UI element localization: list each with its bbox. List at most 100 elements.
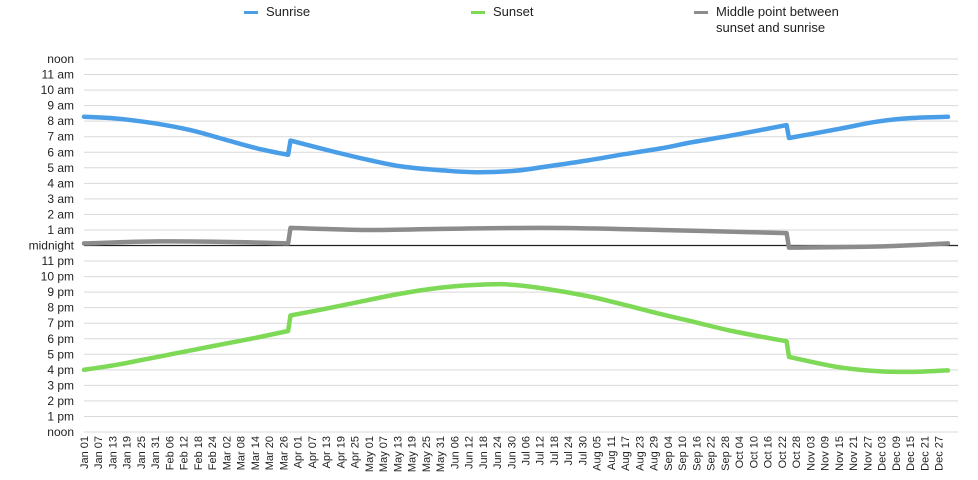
x-tick-label: Apr 13 (321, 436, 333, 468)
sunset-line (81, 281, 951, 375)
series-lines (81, 114, 951, 375)
middle-point-line (81, 225, 951, 250)
grid (84, 58, 958, 433)
y-tick-label: 6 am (47, 145, 74, 159)
y-tick-label: 9 pm (47, 285, 74, 299)
x-tick-label: May 31 (435, 436, 447, 472)
x-tick-label: Nov 21 (848, 436, 860, 471)
x-tick-label: Aug 29 (649, 436, 661, 471)
x-tick-label: Nov 15 (834, 436, 846, 471)
y-tick-label: 5 am (47, 161, 74, 175)
x-tick-label: Oct 16 (763, 436, 775, 468)
x-tick-label: Oct 28 (791, 436, 803, 468)
x-tick-label: May 01 (364, 436, 376, 472)
x-tick-label: Dec 27 (934, 436, 946, 471)
x-tick-label: Dec 15 (905, 436, 917, 471)
x-tick-label: Jun 18 (478, 436, 490, 469)
x-tick-label: Feb 12 (179, 436, 191, 470)
y-tick-label: 8 am (47, 114, 74, 128)
x-axis-ticks: Jan 01 Jan 07 Jan 13 Jan 19 Jan 25 Jan 31 Feb … (79, 436, 946, 472)
x-tick-label: Jul 06 (520, 436, 532, 465)
x-tick-label: Aug 11 (606, 436, 618, 470)
y-tick-label: 11 pm (42, 254, 74, 268)
x-tick-label: Jun 06 (449, 436, 461, 469)
x-tick-label: Nov 27 (862, 436, 874, 471)
legend: Sunrise Sunset Middle point between suns… (0, 0, 978, 44)
x-tick-label: Apr 01 (293, 436, 305, 468)
y-tick-label: 2 pm (47, 394, 74, 408)
y-tick-label: 5 pm (47, 347, 74, 361)
y-tick-label: 7 am (47, 130, 74, 144)
x-tick-label: Jul 18 (549, 436, 561, 465)
x-tick-label: Dec 21 (919, 436, 931, 471)
y-tick-label: 8 pm (47, 301, 74, 315)
legend-label-middle: Middle point between sunset and sunrise (716, 4, 839, 35)
x-tick-label: Sep 10 (677, 436, 689, 471)
y-tick-label: 1 pm (47, 409, 74, 423)
y-tick-label: 4 am (47, 176, 74, 190)
y-tick-label: 6 pm (47, 332, 74, 346)
x-tick-label: May 19 (407, 436, 419, 472)
x-tick-label: Dec 03 (877, 436, 889, 471)
y-tick-label: 9 am (47, 99, 74, 113)
x-tick-label: Jan 13 (107, 436, 119, 469)
x-tick-label: Jul 24 (563, 436, 575, 465)
x-tick-label: Oct 10 (748, 436, 760, 468)
x-tick-label: Aug 05 (592, 436, 604, 471)
x-tick-label: Jan 01 (79, 436, 91, 469)
x-tick-label: Dec 09 (891, 436, 903, 471)
x-tick-label: Jan 31 (150, 436, 162, 469)
y-tick-label: 3 am (47, 192, 74, 206)
x-tick-label: Feb 06 (164, 436, 176, 470)
x-tick-label: Feb 18 (193, 436, 205, 470)
x-tick-label: Jan 25 (136, 436, 148, 469)
x-tick-label: Jun 24 (492, 436, 504, 469)
x-tick-label: Aug 23 (634, 436, 646, 471)
x-tick-label: Apr 07 (307, 436, 319, 468)
legend-swatch-sunset (471, 11, 485, 14)
x-tick-label: Apr 25 (350, 436, 362, 468)
legend-swatch-sunrise (244, 11, 258, 14)
x-tick-label: Feb 24 (207, 436, 219, 470)
y-tick-label: 4 pm (47, 363, 74, 377)
x-tick-label: Mar 26 (278, 436, 290, 470)
legend-swatch-middle (694, 11, 708, 14)
x-tick-label: Oct 22 (777, 436, 789, 468)
x-tick-label: Mar 08 (236, 436, 248, 470)
x-tick-label: May 25 (421, 436, 433, 472)
x-tick-label: Mar 02 (221, 436, 233, 470)
y-tick-label: 3 pm (47, 378, 74, 392)
legend-label-sunset: Sunset (493, 4, 534, 19)
y-tick-label: 10 am (41, 83, 74, 97)
x-tick-label: Nov 09 (820, 436, 832, 471)
y-tick-label: 2 am (47, 207, 74, 221)
x-tick-label: Apr 19 (335, 436, 347, 468)
x-tick-label: Jul 30 (577, 436, 589, 465)
x-tick-label: Oct 04 (734, 436, 746, 468)
x-tick-label: Nov 03 (805, 436, 817, 471)
x-tick-label: May 07 (378, 436, 390, 472)
x-tick-label: Jan 19 (122, 436, 134, 469)
y-tick-label: 1 am (47, 223, 74, 237)
y-tick-label: 10 pm (41, 270, 74, 284)
x-tick-label: Sep 04 (663, 436, 675, 471)
y-tick-label: noon (47, 425, 74, 439)
sunrise-line (81, 114, 951, 175)
x-tick-label: Jan 07 (93, 436, 105, 469)
y-tick-label: 7 pm (47, 316, 74, 330)
x-tick-label: May 13 (392, 436, 404, 472)
y-tick-label: noon (47, 52, 74, 66)
x-tick-label: Jul 12 (535, 436, 547, 465)
x-tick-label: Sep 22 (706, 436, 718, 471)
x-tick-label: Sep 28 (720, 436, 732, 471)
y-tick-label: 11 am (42, 68, 74, 82)
legend-label-sunrise: Sunrise (266, 4, 311, 19)
x-tick-label: Jun 12 (464, 436, 476, 469)
y-tick-label: midnight (29, 239, 75, 253)
x-tick-label: Jun 30 (506, 436, 518, 469)
x-tick-label: Mar 14 (250, 436, 262, 470)
x-tick-label: Sep 16 (691, 436, 703, 471)
x-tick-label: Aug 17 (620, 436, 632, 471)
